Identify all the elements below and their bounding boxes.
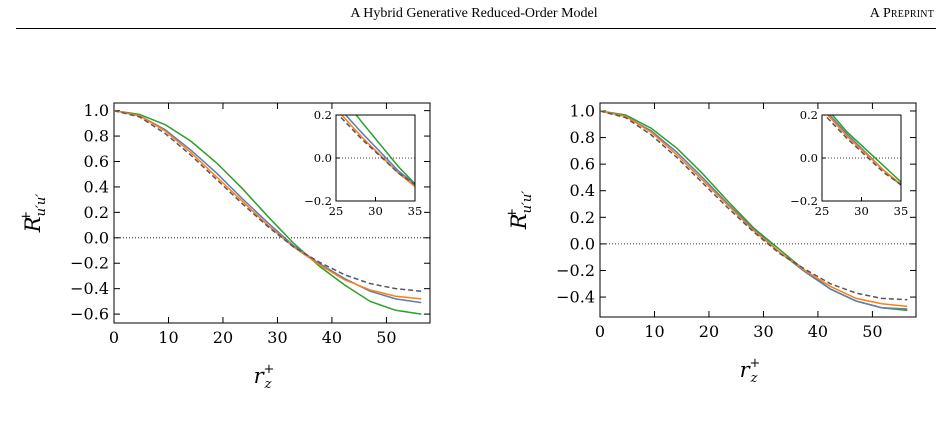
y-tick-label: 1.0 — [570, 101, 595, 120]
inset-x-tick-label: 30 — [854, 204, 869, 218]
inset-panel-2: 25 30 35 0.2 0.0 −0.2 — [790, 108, 909, 218]
inset-y-tick-label: 0.0 — [800, 151, 818, 165]
running-header-title: A Hybrid Generative Reduced-Order Model — [350, 6, 598, 21]
plot-frame-2 — [599, 102, 917, 318]
x-tick-label: 40 — [322, 328, 342, 347]
inset-y-tick-label: 0.2 — [314, 108, 332, 122]
series-line-4 — [600, 110, 908, 301]
inset-series-group — [337, 115, 415, 188]
inset-series-line-1 — [831, 115, 901, 183]
inset-series-line-3 — [826, 115, 901, 186]
y-tick-label: 0.8 — [570, 128, 595, 147]
y-tick-label: 0.2 — [84, 203, 109, 222]
chart-panel-2: 0 10 20 30 40 50 1.0 0.8 0.6 0.4 0.2 0.0 −0.2 −0.4 25 3… — [505, 101, 917, 386]
inset-series-line-2 — [344, 115, 415, 186]
y-tick-label: −0.4 — [556, 288, 595, 307]
inset-x-tick-label: 30 — [368, 204, 383, 218]
inset-x-tick-label: 35 — [408, 204, 423, 218]
inset-panel-1: 25 30 35 0.2 0.0 −0.2 — [304, 108, 423, 218]
y-tick-label: 0.2 — [570, 208, 595, 227]
inset-y-tick-label: −0.2 — [790, 194, 818, 208]
y-tick-label: 0.0 — [84, 228, 109, 247]
y-tick-label: 0.0 — [570, 234, 595, 253]
y-tick-label: −0.2 — [556, 261, 595, 280]
y-axis-label-2: Ru′u′+ — [505, 191, 535, 231]
chart-panel-1: 0 10 20 30 40 50 1.0 0.8 0.6 0.4 0.2 0.0 −0.2 −0.4 −0.… — [19, 101, 431, 392]
x-axis-label-1: rz+ — [254, 362, 275, 392]
x-tick-label: 50 — [862, 322, 882, 341]
header-rule — [16, 28, 936, 29]
series-line-1 — [114, 109, 422, 315]
inset-series-line-3 — [340, 115, 415, 188]
y-tick-label: −0.6 — [70, 305, 109, 324]
inset-y-tick-label: 0.0 — [314, 151, 332, 165]
x-tick-label: 20 — [699, 322, 719, 341]
inset-series-line-2 — [828, 115, 901, 187]
y-tick-label: −0.4 — [70, 279, 109, 298]
inset-x-tick-label: 35 — [894, 204, 909, 218]
running-header-label: A Preprint — [869, 6, 934, 21]
x-tick-label: 30 — [753, 322, 773, 341]
y-tick-label: 0.6 — [84, 152, 109, 171]
y-tick-label: 1.0 — [84, 101, 109, 120]
series-line-3 — [600, 110, 908, 308]
x-axis-label-2: rz+ — [740, 356, 761, 386]
y-tick-label: 0.4 — [84, 177, 109, 196]
series-line-2 — [114, 109, 422, 304]
inset-x-tick-label: 25 — [329, 204, 344, 218]
x-tick-label: 50 — [376, 328, 396, 347]
series-group-2 — [600, 110, 908, 312]
y-tick-label: −0.2 — [70, 254, 109, 273]
x-tick-label: 30 — [267, 328, 287, 347]
inset-x-tick-label: 25 — [815, 204, 830, 218]
series-line-2 — [600, 110, 908, 310]
inset-series-line-1 — [355, 115, 415, 185]
y-tick-label: 0.8 — [84, 127, 109, 146]
x-tick-label: 0 — [595, 322, 605, 341]
x-tick-label: 10 — [644, 322, 664, 341]
y-tick-label: 0.4 — [570, 181, 595, 200]
series-group-1 — [114, 109, 422, 315]
series-line-3 — [114, 109, 422, 300]
x-tick-label: 0 — [109, 328, 119, 347]
y-axis-label-1: Ru′u′+ — [19, 194, 49, 234]
inset-y-tick-label: −0.2 — [304, 194, 332, 208]
x-tick-label: 10 — [158, 328, 178, 347]
series-line-4 — [114, 109, 422, 292]
x-tick-label: 40 — [808, 322, 828, 341]
plot-frame-1 — [113, 102, 431, 324]
x-tick-label: 20 — [213, 328, 233, 347]
inset-series-group — [823, 115, 901, 187]
inset-y-tick-label: 0.2 — [800, 108, 818, 122]
y-tick-label: 0.6 — [570, 155, 595, 174]
